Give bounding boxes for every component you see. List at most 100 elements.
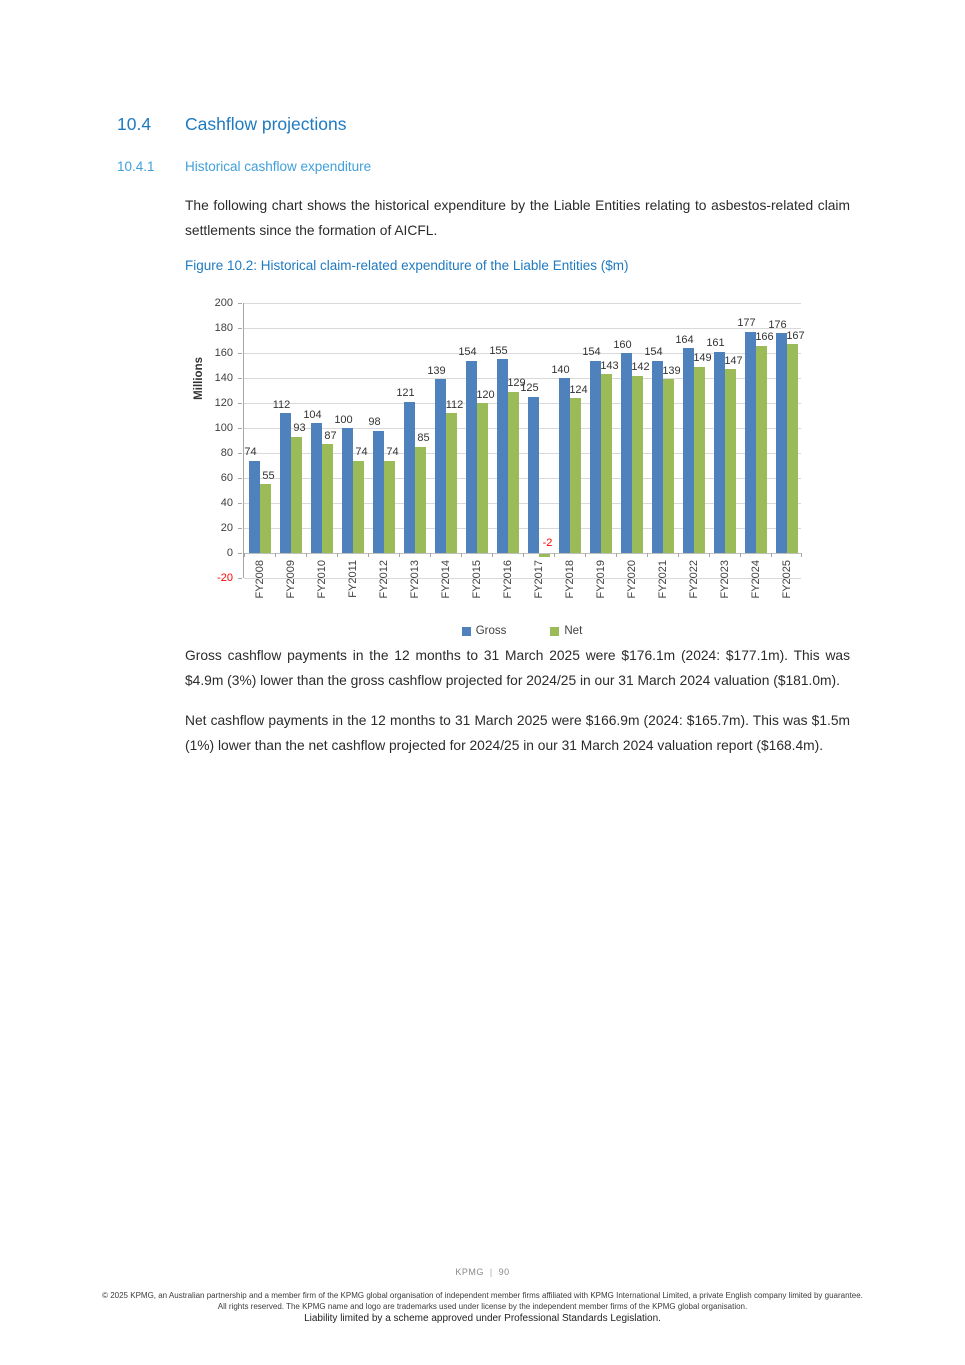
gross-value-label: 155 — [489, 344, 508, 357]
section-number: 10.4 — [117, 114, 152, 134]
footer-brand: KPMG — [455, 1267, 484, 1277]
gross-value-label: 154 — [582, 346, 601, 358]
subsection-number: 10.4.1 — [117, 159, 155, 174]
x-tick-label: FY2022 — [687, 560, 700, 599]
gross-bar — [527, 396, 539, 553]
gross-bar — [620, 353, 632, 553]
section-title: Cashflow projections — [185, 114, 347, 134]
y-tick-mark — [238, 428, 242, 429]
net-value-label: 74 — [386, 446, 399, 458]
gridline — [244, 478, 801, 479]
gridline — [244, 378, 801, 379]
net-bar — [631, 375, 643, 553]
gross-bar — [310, 423, 322, 553]
bar-chart: Millions 74 55 FY2008 112 93 FY2009 104 87 FY201… — [189, 295, 809, 643]
net-bar — [476, 403, 488, 553]
net-cashflow-paragraph: Net cashflow payments in the 12 months t… — [185, 713, 850, 753]
y-tick-label: 40 — [220, 496, 233, 509]
net-bar — [507, 391, 519, 553]
legend-label-gross: Gross — [475, 625, 507, 637]
gross-value-label: 74 — [244, 446, 257, 458]
gross-bar — [496, 359, 508, 553]
x-tick-mark — [616, 553, 617, 557]
chart-plot-area: 74 55 FY2008 112 93 FY2009 104 87 FY2010 100 74 FY2… — [243, 303, 805, 599]
net-bar — [569, 398, 581, 553]
y-tick-mark — [238, 303, 242, 304]
footer-pageline: KPMG | 90 — [0, 1267, 965, 1277]
gross-value-label: 160 — [613, 338, 632, 351]
gross-bar — [651, 360, 663, 553]
x-tick-label: FY2012 — [377, 560, 390, 599]
gross-value-label: 161 — [706, 337, 725, 350]
net-bar — [786, 344, 798, 553]
x-tick-mark — [399, 553, 400, 557]
gross-value-label: 139 — [427, 364, 446, 377]
x-tick-mark — [740, 553, 741, 557]
gridline — [244, 553, 801, 554]
footer-liability-text: Liability limited by a scheme approved u… — [304, 1313, 661, 1324]
net-bar — [538, 554, 550, 557]
x-tick-label: FY2017 — [532, 560, 545, 599]
y-tick-label: 120 — [214, 396, 233, 409]
x-tick-mark — [523, 553, 524, 557]
gross-bar — [682, 348, 694, 553]
chart-legend: Gross Net — [243, 625, 801, 637]
gross-bar — [403, 401, 415, 553]
net-bar — [290, 436, 302, 553]
y-tick-label: -20 — [217, 571, 233, 584]
page-content: 10.4 Cashflow projections 10.4.1 Histori… — [117, 114, 850, 773]
subsection-title: Historical cashflow expenditure — [185, 159, 372, 174]
gross-value-label: 100 — [334, 413, 353, 426]
x-tick-mark — [801, 553, 802, 557]
gross-bar — [465, 360, 477, 553]
net-value-label: -2 — [542, 536, 553, 549]
gross-value-label: 98 — [368, 416, 381, 428]
gross-bar — [589, 360, 601, 553]
net-bar — [383, 460, 395, 553]
net-bar — [445, 413, 457, 553]
subsection-heading: 10.4.1 Historical cashflow expenditure — [117, 159, 850, 174]
x-tick-label: FY2023 — [718, 560, 731, 599]
gross-bar — [248, 460, 260, 553]
net-legend-swatch — [550, 626, 560, 636]
net-bar — [724, 369, 736, 553]
gridline — [244, 403, 801, 404]
net-value-label: 149 — [693, 352, 712, 365]
footer-separator: | — [489, 1267, 493, 1277]
net-bar — [259, 484, 271, 553]
intro-paragraph: The following chart shows the historical… — [185, 198, 850, 238]
x-tick-mark — [461, 553, 462, 557]
y-tick-label: 80 — [220, 446, 233, 459]
gross-value-label: 177 — [737, 317, 756, 330]
gross-value-label: 176 — [768, 318, 787, 331]
gross-bar — [558, 378, 570, 553]
y-tick-mark — [238, 503, 242, 504]
y-tick-mark — [238, 578, 242, 579]
y-tick-label: 60 — [220, 471, 233, 484]
y-tick-label: 20 — [220, 521, 233, 534]
x-tick-label: FY2015 — [470, 560, 483, 599]
gridline — [244, 503, 801, 504]
gross-value-label: 154 — [458, 346, 477, 358]
y-tick-label: 160 — [214, 346, 233, 359]
x-tick-mark — [771, 553, 772, 557]
x-tick-mark — [368, 553, 369, 557]
gross-value-label: 164 — [675, 333, 694, 346]
x-tick-label: FY2010 — [315, 560, 328, 599]
net-value-label: 143 — [600, 359, 619, 372]
y-tick-label: 200 — [214, 296, 233, 309]
net-value-label: 93 — [293, 422, 306, 435]
net-value-label: 167 — [786, 329, 805, 342]
gridline — [244, 353, 801, 354]
x-tick-mark — [492, 553, 493, 557]
x-tick-mark — [678, 553, 679, 557]
y-tick-mark — [238, 378, 242, 379]
y-tick-mark — [238, 528, 242, 529]
x-tick-mark — [244, 553, 245, 557]
x-tick-label: FY2018 — [563, 560, 576, 599]
x-tick-label: FY2020 — [625, 560, 638, 599]
gross-value-label: 154 — [644, 346, 663, 358]
legend-item-gross: Gross — [461, 625, 507, 637]
y-tick-label: 0 — [226, 546, 233, 559]
legend-label-net: Net — [564, 625, 583, 637]
